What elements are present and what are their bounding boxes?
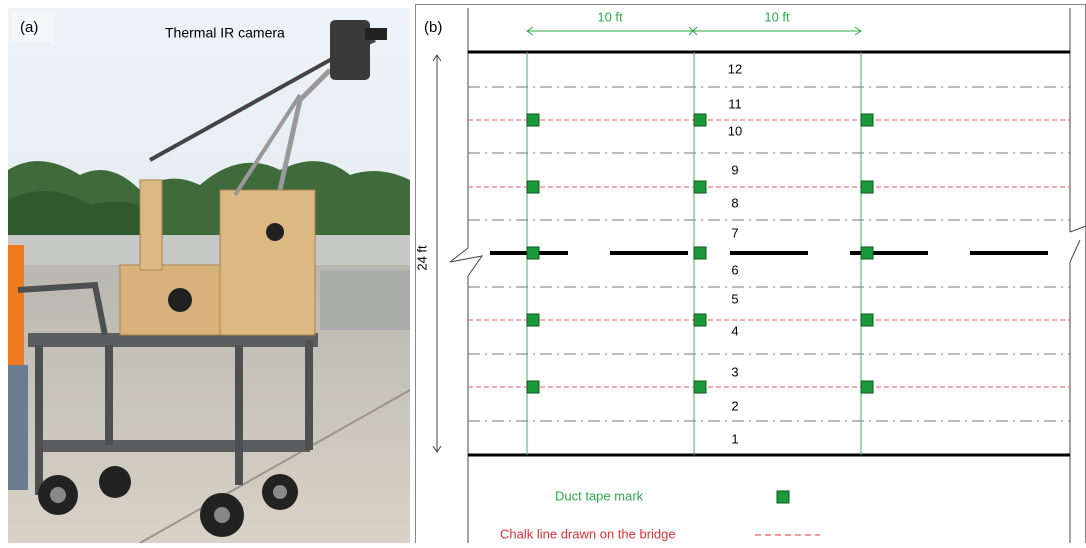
duct-tape-mark	[861, 114, 873, 126]
duct-tape-mark	[527, 314, 539, 326]
row-number: 9	[731, 162, 738, 177]
row-number: 3	[731, 364, 738, 379]
duct-tape-mark	[861, 247, 873, 259]
row-number: 7	[731, 225, 738, 240]
duct-tape-mark	[861, 181, 873, 193]
row-number: 8	[731, 195, 738, 210]
duct-tape-mark	[527, 114, 539, 126]
photo-caption: Thermal IR camera	[165, 25, 285, 41]
duct-tape-mark	[694, 314, 706, 326]
row-number: 12	[728, 61, 742, 76]
duct-tape-mark	[694, 381, 706, 393]
spacing-label: 10 ft	[597, 9, 623, 24]
figure: (a) Thermal IR camera (b) 10 ft 10 ft 24…	[0, 0, 1086, 543]
duct-tape-mark	[527, 247, 539, 259]
row-number: 10	[728, 123, 742, 138]
row-number: 4	[731, 323, 738, 338]
duct-tape-mark	[694, 247, 706, 259]
spacing-label: 10 ft	[764, 9, 790, 24]
legend-text: Chalk line drawn on the bridge	[500, 526, 676, 541]
panel-frame	[416, 5, 1086, 544]
width-label: 24 ft	[414, 245, 429, 271]
row-number: 6	[731, 262, 738, 277]
duct-tape-mark	[694, 181, 706, 193]
row-number: 2	[731, 398, 738, 413]
duct-tape-mark	[861, 314, 873, 326]
duct-tape-mark	[527, 381, 539, 393]
panel-label: (a)	[20, 19, 38, 36]
row-number: 1	[731, 431, 738, 446]
duct-tape-mark	[861, 381, 873, 393]
row-number: 5	[731, 291, 738, 306]
row-number: 11	[728, 96, 742, 111]
panel-label: (b)	[424, 19, 442, 36]
duct-tape-mark	[527, 181, 539, 193]
photo	[8, 8, 410, 543]
legend-swatch	[777, 491, 789, 503]
legend-text: Duct tape mark	[555, 488, 644, 503]
duct-tape-mark	[694, 114, 706, 126]
